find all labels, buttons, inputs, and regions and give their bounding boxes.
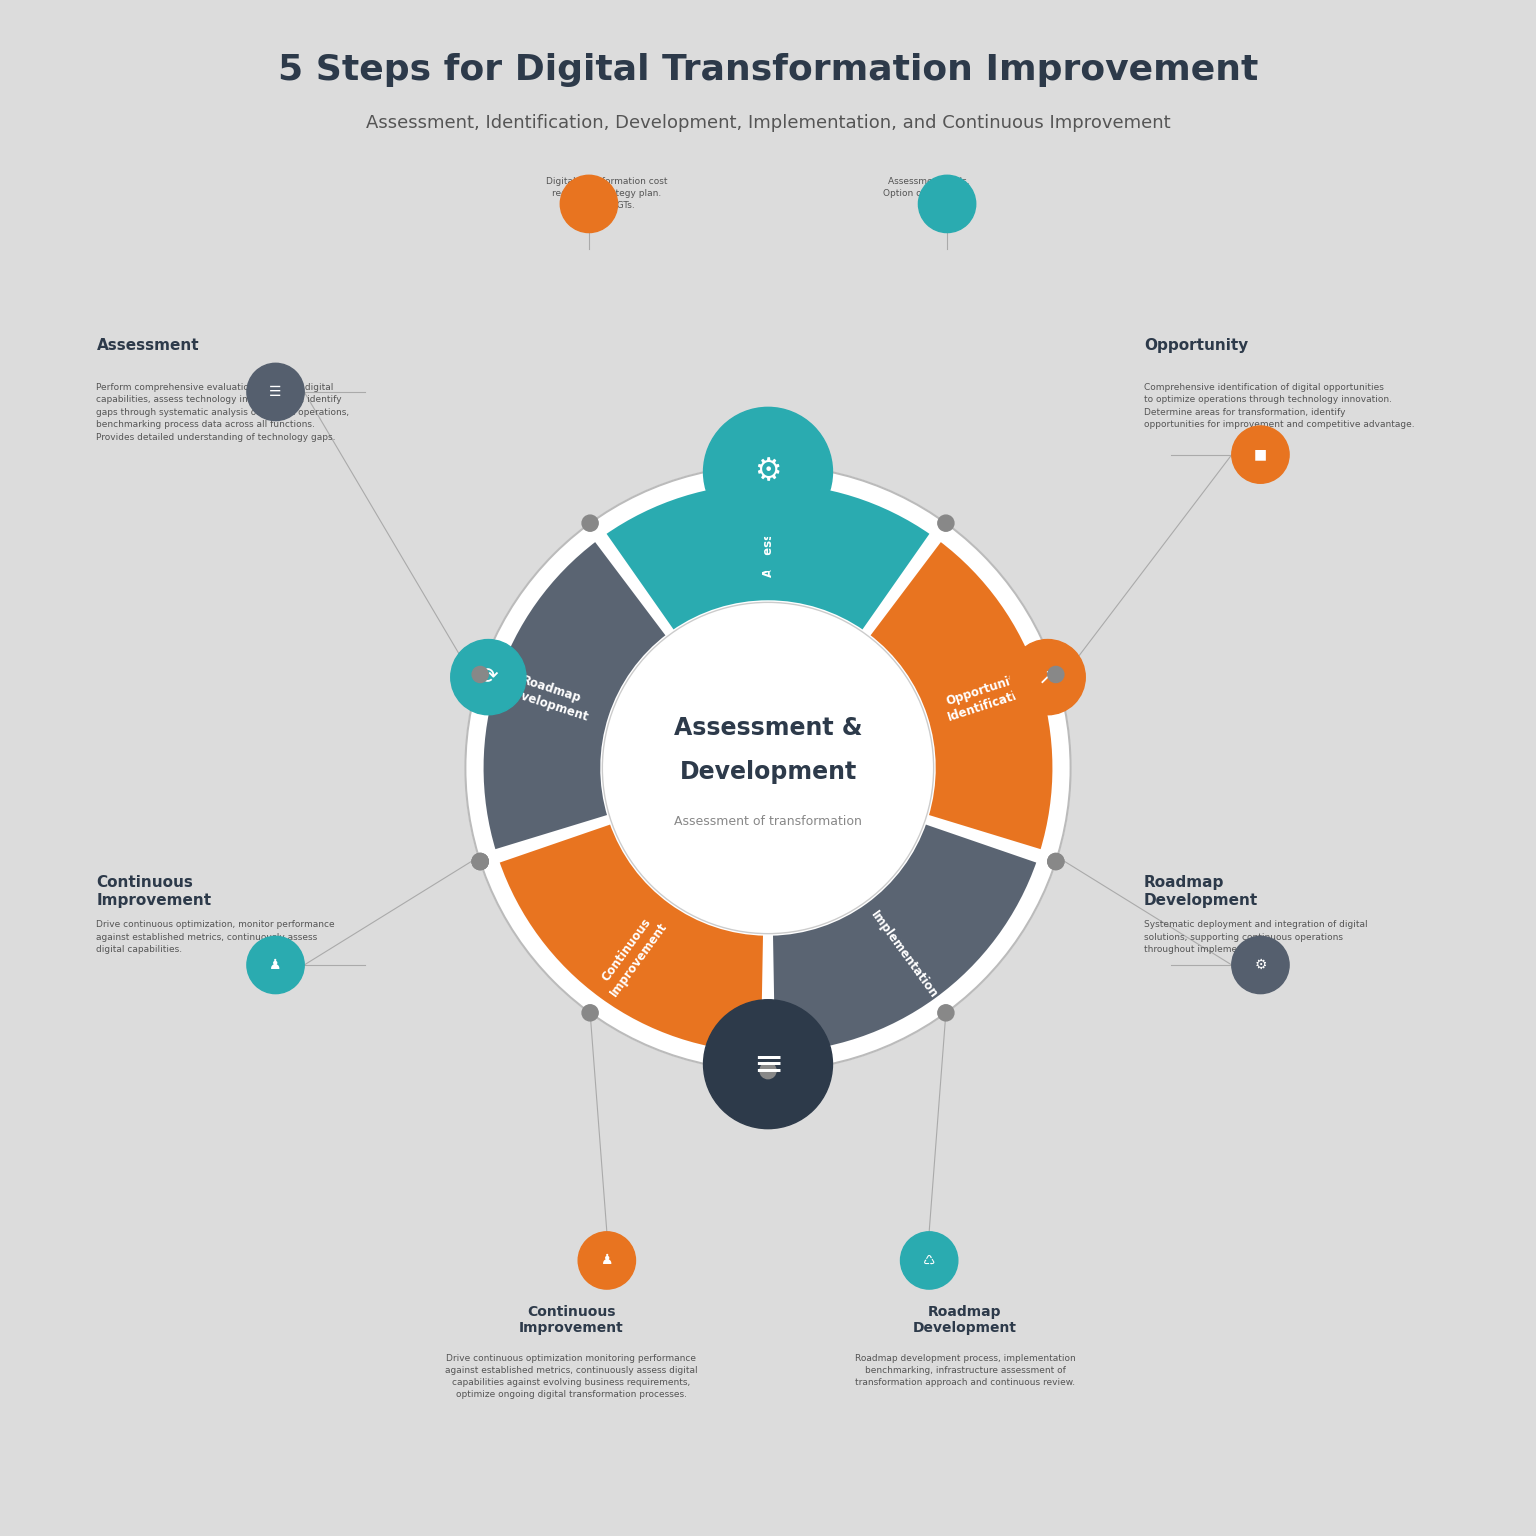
Text: Drive continuous optimization monitoring performance
against established metrics: Drive continuous optimization monitoring… [445,1355,697,1399]
Circle shape [247,364,304,421]
Text: ☰: ☰ [269,386,281,399]
Circle shape [938,515,954,531]
Circle shape [1232,425,1289,484]
Text: Roadmap development process, implementation
benchmarking, infrastructure assessm: Roadmap development process, implementat… [854,1355,1075,1387]
Text: Opportunity
Identification: Opportunity Identification [940,670,1034,725]
Text: Systematic deployment and integration of digital
solutions, supporting continuou: Systematic deployment and integration of… [1144,920,1367,954]
Circle shape [900,1232,958,1289]
Circle shape [450,639,525,714]
Wedge shape [498,822,765,1055]
Text: ≡: ≡ [753,1048,783,1081]
Wedge shape [771,822,1038,1055]
Circle shape [703,1000,833,1129]
Text: Assessment: Assessment [97,338,200,353]
Text: Roadmap
Development: Roadmap Development [1144,876,1258,908]
Text: Assessment of transformation: Assessment of transformation [674,816,862,828]
Text: Assessment &: Assessment & [674,716,862,740]
Circle shape [561,175,617,232]
Text: Continuous
Improvement: Continuous Improvement [97,876,212,908]
Circle shape [472,854,488,869]
Text: ⚙: ⚙ [754,458,782,487]
Text: Implementation: Implementation [868,908,940,1001]
Circle shape [465,465,1071,1071]
Text: ♟: ♟ [601,1253,613,1267]
Text: Comprehensive identification of digital opportunities
to optimize operations thr: Comprehensive identification of digital … [1144,382,1415,430]
Circle shape [582,1005,598,1021]
Circle shape [919,175,975,232]
Text: Digital transformation cost
reduction strategy plan.
Welcom GTs.: Digital transformation cost reduction st… [547,177,668,209]
Circle shape [1011,639,1086,714]
Text: 5 Steps for Digital Transformation Improvement: 5 Steps for Digital Transformation Impro… [278,52,1258,86]
Circle shape [472,854,488,869]
Text: Development: Development [679,760,857,785]
Circle shape [938,1005,954,1021]
Circle shape [582,515,598,531]
Circle shape [760,556,776,570]
Circle shape [602,602,934,934]
Circle shape [1232,937,1289,994]
Text: ↗: ↗ [1038,667,1057,687]
Circle shape [1048,854,1064,869]
Text: Assessment: Assessment [762,498,774,578]
Circle shape [578,1232,636,1289]
Circle shape [1048,854,1064,869]
Circle shape [472,854,488,869]
Circle shape [1048,667,1064,682]
Text: ⟳: ⟳ [479,667,498,687]
Wedge shape [868,539,1055,852]
Text: Assessment, Identification, Development, Implementation, and Continuous Improvem: Assessment, Identification, Development,… [366,114,1170,132]
Text: ♺: ♺ [923,1253,935,1267]
Text: Drive continuous optimization, monitor performance
against established metrics, : Drive continuous optimization, monitor p… [97,920,335,954]
Text: Roadmap
Development: Roadmap Development [502,670,594,723]
Text: Continuous
Improvement: Continuous Improvement [519,1306,624,1335]
Wedge shape [604,481,932,633]
Text: Roadmap
Development: Roadmap Development [912,1306,1017,1335]
Text: ♟: ♟ [269,958,281,972]
Text: Continuous
Improvement: Continuous Improvement [594,911,670,998]
Text: ⚙: ⚙ [1255,958,1267,972]
Circle shape [247,937,304,994]
Text: ■: ■ [1253,447,1267,462]
Circle shape [703,407,833,536]
Text: Opportunity: Opportunity [1144,338,1249,353]
Circle shape [472,667,488,682]
Circle shape [760,1063,776,1078]
Text: Assessment tools.
Option on activities.: Assessment tools. Option on activities. [883,177,975,198]
Text: Perform comprehensive evaluation of current digital
capabilities, assess technol: Perform comprehensive evaluation of curr… [97,382,350,442]
Wedge shape [481,539,668,852]
